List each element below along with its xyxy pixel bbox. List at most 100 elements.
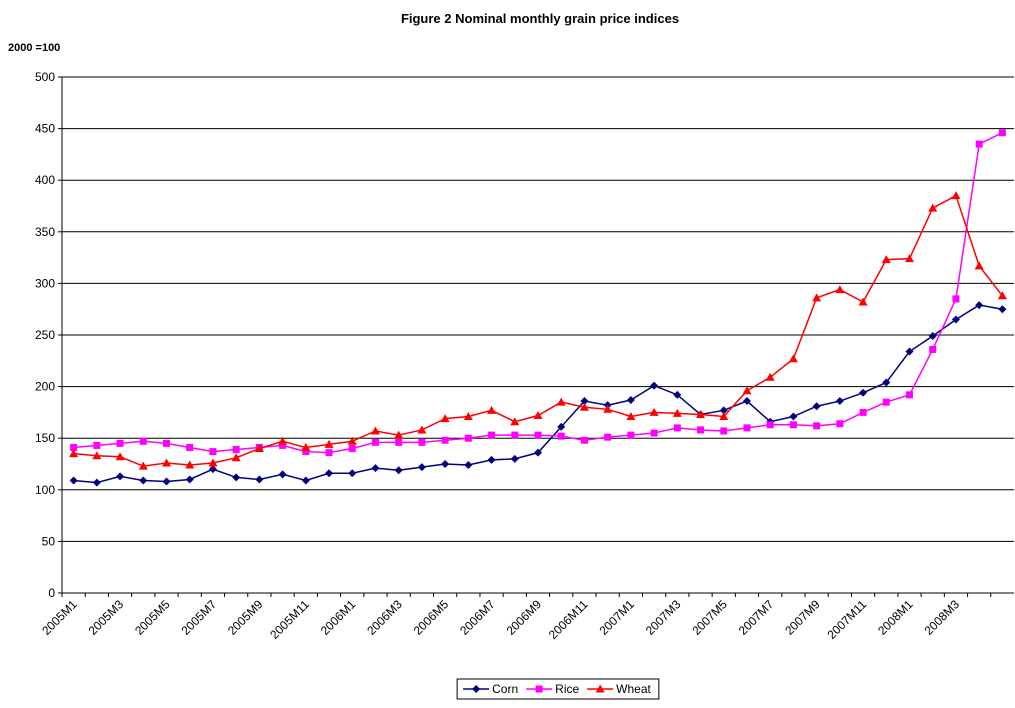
marker [185,475,194,484]
y-axis-label: 2000 =100 [8,42,60,54]
marker [162,439,170,447]
marker [325,469,334,478]
marker [812,293,822,302]
marker [371,438,379,446]
marker [556,397,566,406]
marker [348,445,356,453]
x-tick-label: 2005M3 [86,597,127,638]
marker [231,453,241,462]
marker [209,448,217,456]
x-tick-label: 2007M7 [736,597,777,638]
marker [301,476,310,485]
marker [974,261,984,270]
marker [302,448,310,456]
x-tick-label: 2007M9 [782,597,823,638]
marker [255,475,264,484]
x-tick-label: 2007M3 [643,597,684,638]
marker [161,458,171,467]
marker [139,476,148,485]
marker [92,478,101,487]
x-tick-label: 2007M11 [825,597,870,642]
marker [720,427,728,435]
marker [232,473,241,482]
marker [951,315,960,324]
legend-marker [535,685,543,693]
x-tick-label: 2006M11 [546,597,591,642]
marker [951,191,961,200]
marker [325,449,333,457]
marker [370,426,380,435]
marker [905,254,915,263]
legend-label: Wheat [616,682,651,696]
x-tick-label: 2007M1 [596,597,637,638]
marker [579,402,589,411]
marker [929,345,937,353]
marker [696,409,706,418]
marker [92,451,102,460]
marker [394,430,404,439]
marker [440,414,450,423]
x-tick-label: 2005M7 [178,597,219,638]
marker [186,443,194,451]
series-line [73,194,1003,467]
marker [395,438,403,446]
marker [649,407,659,416]
x-tick-label: 2005M11 [267,597,312,642]
marker [719,406,728,415]
marker [487,405,497,414]
marker [138,461,148,470]
marker [487,455,496,464]
marker [766,421,774,429]
marker [858,297,868,306]
marker [835,397,844,406]
marker [278,436,288,445]
marker [580,397,589,406]
marker [279,441,287,449]
marker [162,477,171,486]
marker [881,255,891,264]
marker [139,437,147,445]
marker [836,420,844,428]
marker [928,332,937,341]
marker [997,291,1007,300]
marker [418,438,426,446]
marker [510,417,520,426]
marker [208,465,217,474]
marker [115,452,125,461]
marker [278,470,287,479]
y-tick-label: 50 [42,534,56,548]
legend: Corn Rice Wheat [456,678,660,700]
x-tick-label: 2008M3 [922,597,963,638]
marker [742,397,751,406]
marker [70,443,78,451]
x-tick-label: 2006M5 [411,597,452,638]
marker [882,398,890,406]
marker [998,305,1007,314]
marker [347,436,357,445]
marker [185,460,195,469]
marker [604,433,612,441]
marker [463,412,473,421]
marker [441,436,449,444]
x-tick-label: 2006M3 [364,597,405,638]
marker [208,458,218,467]
marker [533,410,543,419]
marker [557,432,565,440]
marker [789,421,797,429]
series-line [73,132,1003,454]
x-tick-label: 2005M9 [225,597,266,638]
y-tick-label: 150 [35,431,55,445]
y-tick-label: 350 [35,225,55,239]
marker [650,429,658,437]
marker [464,461,473,470]
legend-label: Corn [492,682,518,696]
marker [301,442,311,451]
marker [812,402,821,411]
y-tick-label: 500 [35,70,55,84]
y-tick-label: 400 [35,173,55,187]
marker [557,422,566,431]
marker [116,439,124,447]
y-tick-label: 0 [48,586,55,600]
marker [672,408,682,417]
